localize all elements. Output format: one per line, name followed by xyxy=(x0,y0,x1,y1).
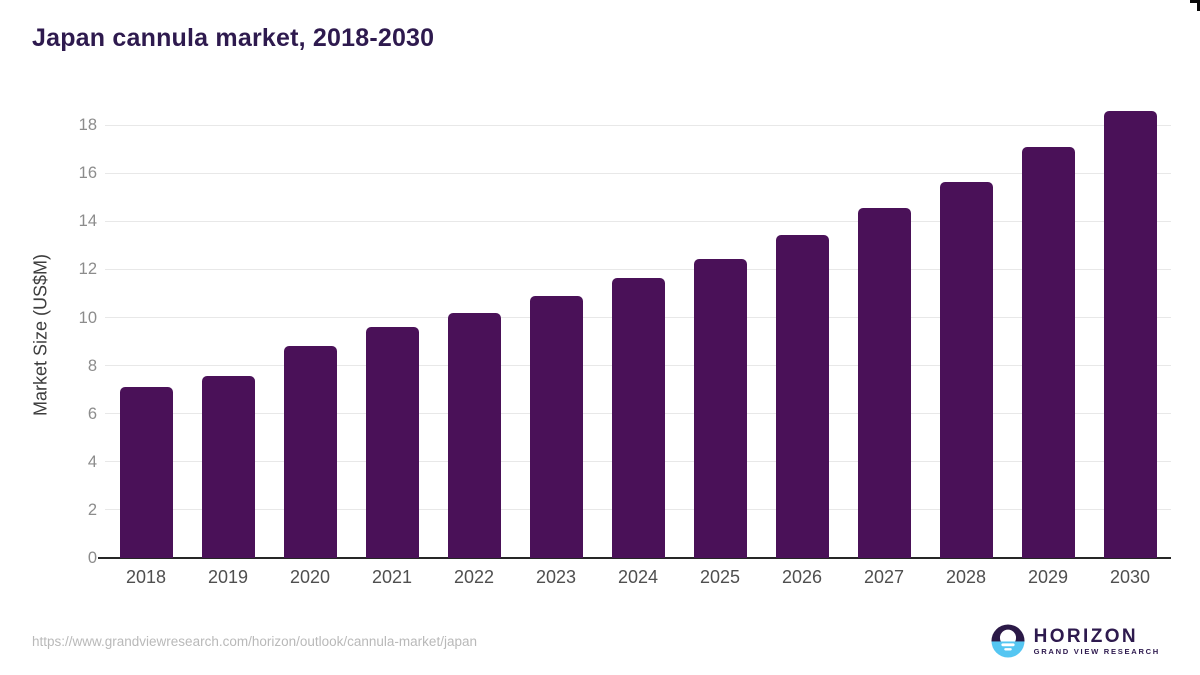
x-tick-label-2029: 2029 xyxy=(1027,567,1069,587)
y-tick-label-2: 2 xyxy=(87,500,97,519)
x-tick-label-2023: 2023 xyxy=(535,567,577,587)
x-axis-line xyxy=(98,557,1171,559)
x-tick-label-2025: 2025 xyxy=(699,567,741,587)
x-tick-label-2019: 2019 xyxy=(207,567,249,587)
screenshot-corner-artifact xyxy=(1190,0,1200,11)
bar-2029 xyxy=(1021,146,1075,558)
bar-2025 xyxy=(693,258,747,558)
horizon-sun-icon xyxy=(991,624,1025,658)
x-axis-tick-labels: 2018 2019 2020 2021 2022 2023 2024 2025 2026 2027… xyxy=(105,567,1171,591)
x-tick-label-2030: 2030 xyxy=(1109,567,1151,587)
bar-chart-plot-area xyxy=(98,100,1171,559)
y-tick-label-4: 4 xyxy=(87,452,97,471)
bar-2021 xyxy=(365,327,419,558)
bar-2023 xyxy=(529,295,583,558)
y-tick-label-12: 12 xyxy=(78,260,97,279)
y-tick-label-6: 6 xyxy=(87,404,97,423)
y-tick-label-0: 0 xyxy=(87,549,97,567)
bar-2019 xyxy=(201,376,255,558)
x-tick-label-2022: 2022 xyxy=(453,567,495,587)
bar-2030 xyxy=(1103,110,1157,558)
bar-2018 xyxy=(119,387,173,558)
bar-2026 xyxy=(775,234,829,558)
logo-subtitle: GRAND VIEW RESEARCH xyxy=(1033,646,1160,656)
gridline-y-18 xyxy=(105,124,1171,126)
y-tick-label-10: 10 xyxy=(78,308,97,327)
bar-2020 xyxy=(283,346,337,558)
x-tick-label-2020: 2020 xyxy=(289,567,331,587)
x-tick-label-2028: 2028 xyxy=(945,567,987,587)
page-title: Japan cannula market, 2018-2030 xyxy=(32,24,435,52)
logo-wordmark: HORIZON xyxy=(1033,625,1139,647)
y-tick-label-14: 14 xyxy=(78,212,97,231)
y-axis-tick-labels: 0 2 4 6 8 10 12 14 16 18 xyxy=(40,100,97,567)
gridline-y-14 xyxy=(105,220,1171,222)
x-tick-label-2018: 2018 xyxy=(125,567,167,587)
gridline-y-16 xyxy=(105,172,1171,174)
y-tick-label-8: 8 xyxy=(87,356,97,375)
horizon-logo[interactable]: HORIZON GRAND VIEW RESEARCH xyxy=(991,624,1160,658)
x-tick-label-2026: 2026 xyxy=(781,567,823,587)
x-tick-label-2021: 2021 xyxy=(371,567,413,587)
y-tick-label-16: 16 xyxy=(78,164,97,183)
bar-2027 xyxy=(857,208,911,558)
bar-2024 xyxy=(611,277,665,558)
source-url[interactable]: https://www.grandviewresearch.com/horizo… xyxy=(32,634,477,649)
bar-2028 xyxy=(939,181,993,558)
x-tick-label-2027: 2027 xyxy=(863,567,905,587)
bar-2022 xyxy=(447,312,501,558)
gridline-y-12 xyxy=(105,268,1171,270)
y-tick-label-18: 18 xyxy=(78,116,97,135)
x-tick-label-2024: 2024 xyxy=(617,567,659,587)
